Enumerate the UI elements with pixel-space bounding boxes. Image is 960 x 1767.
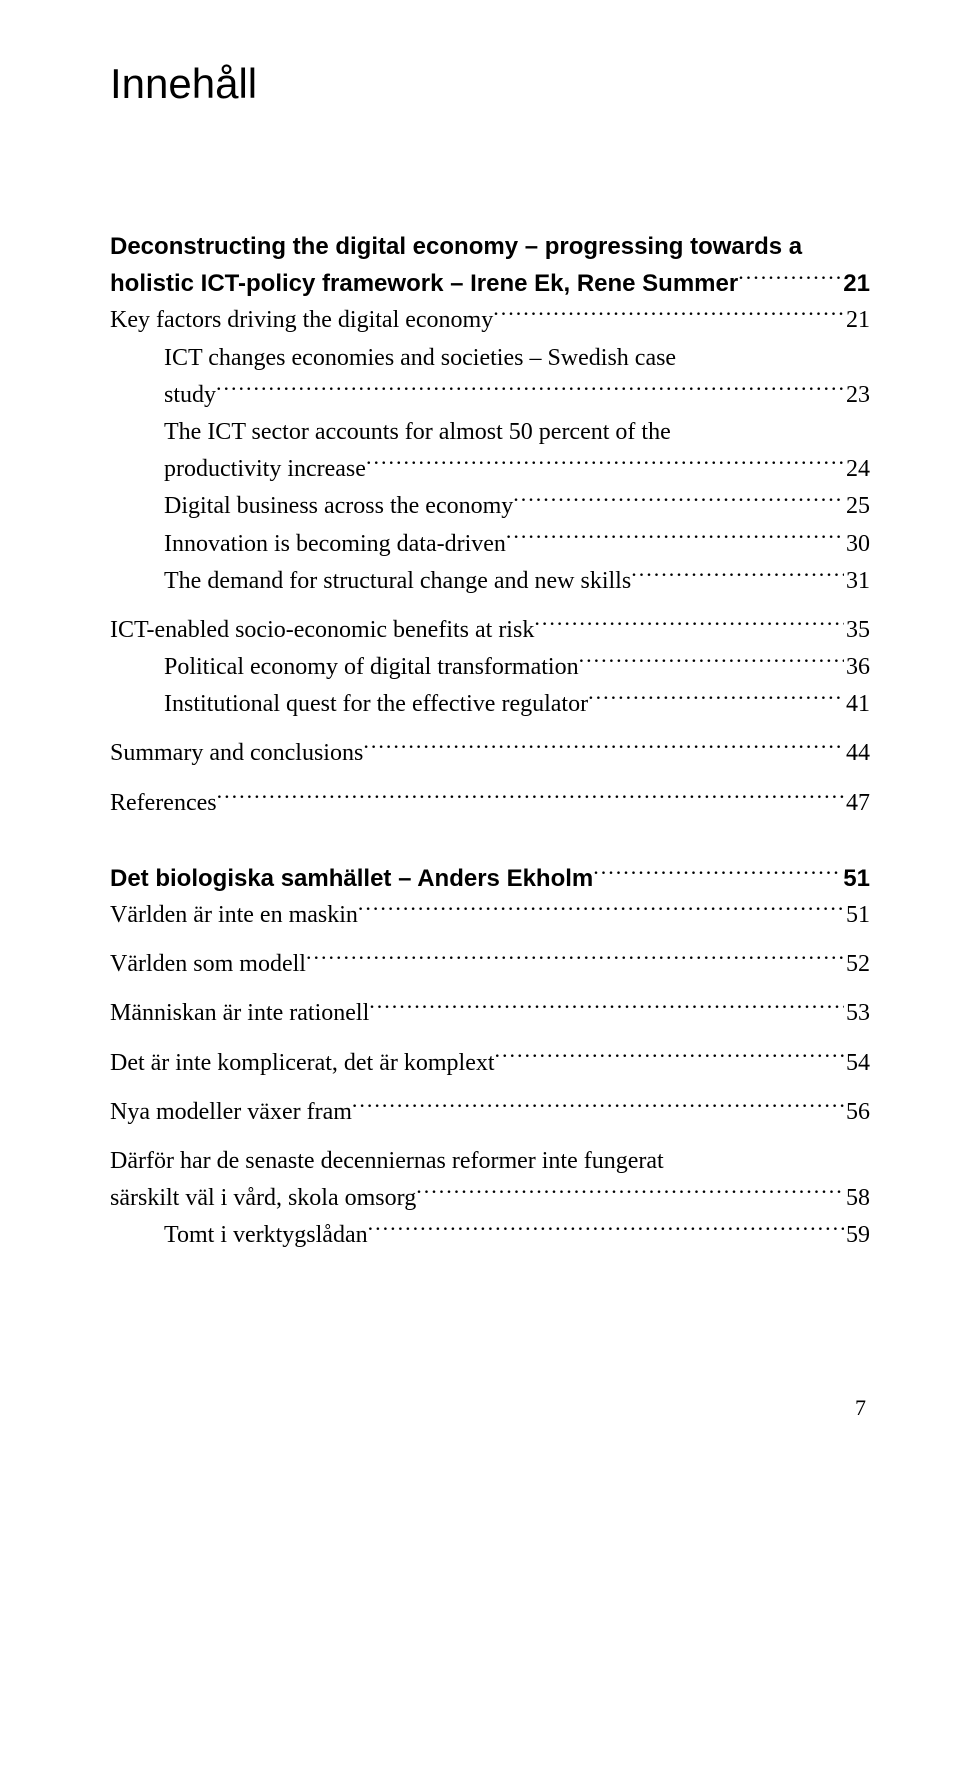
toc-entry: ICT-enabled socio-economic benefits at r… [110,612,870,649]
toc-entry-page: 44 [846,735,870,772]
toc-page: Innehåll Deconstructing the digital econ… [0,0,960,1481]
toc-entry-label: Människan är inte rationell [110,995,369,1032]
toc-entry-page: 24 [846,451,870,488]
toc-entry: Key factors driving the digital economy 2… [110,302,870,339]
toc-entry-page: 21 [843,265,870,302]
toc-entry-label: Nya modeller växer fram [110,1094,352,1131]
toc-entry-label: Institutional quest for the effective re… [164,686,588,723]
toc-entry: Innovation is becoming data-driven 30 [110,526,870,563]
toc-entry-label: Key factors driving the digital economy [110,302,493,339]
toc-entry: Nya modeller växer fram 56 [110,1094,870,1131]
toc-leader [352,1095,844,1119]
toc-entry: holistic ICT-policy framework – Irene Ek… [110,265,870,302]
toc-entry: Digital business across the economy 25 [110,488,870,525]
toc-entry-page: 58 [846,1180,870,1217]
toc-entry: ICT changes economies and societies – Sw… [110,340,870,377]
toc-entry: Summary and conclusions 44 [110,735,870,772]
toc-entry-label: ICT-enabled socio-economic benefits at r… [110,612,534,649]
toc-entry: study 23 [110,377,870,414]
toc-entry-label: Summary and conclusions [110,735,363,772]
toc-entry: The demand for structural change and new… [110,563,870,600]
toc-leader [513,489,844,513]
toc-list: Deconstructing the digital economy – pro… [110,228,870,1255]
toc-entry-label: The ICT sector accounts for almost 50 pe… [164,414,671,451]
toc-entry-page: 23 [846,377,870,414]
toc-entry-page: 56 [846,1094,870,1131]
toc-entry: The ICT sector accounts for almost 50 pe… [110,414,870,451]
toc-entry-label: Political economy of digital transformat… [164,649,579,686]
toc-entry: Deconstructing the digital economy – pro… [110,228,870,265]
toc-entry-page: 35 [846,612,870,649]
toc-entry-page: 52 [846,946,870,983]
toc-entry-page: 51 [843,860,870,897]
toc-entry-page: 25 [846,488,870,525]
toc-entry: Institutional quest for the effective re… [110,686,870,723]
toc-entry-label: Innovation is becoming data-driven [164,526,506,563]
toc-entry-label: holistic ICT-policy framework – Irene Ek… [110,265,738,302]
toc-leader [358,898,844,922]
toc-entry-label: Tomt i verktygslådan [164,1217,368,1254]
toc-entry: productivity increase 24 [110,451,870,488]
toc-entry: Det biologiska samhället – Anders Ekholm… [110,860,870,897]
toc-entry-page: 30 [846,526,870,563]
toc-leader [416,1181,844,1205]
toc-entry-label: Det är inte komplicerat, det är komplext [110,1045,495,1082]
toc-entry-page: 36 [846,649,870,686]
toc-entry-page: 31 [846,563,870,600]
toc-entry-label: References [110,785,217,822]
toc-leader [579,650,844,674]
toc-entry-label: Världen som modell [110,946,306,983]
toc-entry: Världen som modell 52 [110,946,870,983]
toc-entry-label: The demand for structural change and new… [164,563,631,600]
toc-entry: Människan är inte rationell 53 [110,995,870,1032]
toc-entry-label: study [164,377,216,414]
toc-leader [493,303,844,327]
toc-leader [306,947,844,971]
toc-entry-label: productivity increase [164,451,366,488]
toc-leader [588,687,844,711]
toc-leader [368,1218,844,1242]
toc-entry: särskilt väl i vård, skola omsorg 58 [110,1180,870,1217]
toc-entry: Det är inte komplicerat, det är komplext… [110,1045,870,1082]
toc-entry-label: ICT changes economies and societies – Sw… [164,340,676,377]
toc-leader [631,564,844,588]
toc-leader [738,267,841,291]
toc-entry: Political economy of digital transformat… [110,649,870,686]
toc-leader [369,996,844,1020]
toc-entry-label: särskilt väl i vård, skola omsorg [110,1180,416,1217]
toc-entry-label: Deconstructing the digital economy – pro… [110,228,802,265]
toc-entry-page: 53 [846,995,870,1032]
toc-entry-page: 51 [846,897,870,934]
toc-entry-label: Det biologiska samhället – Anders Ekholm [110,860,593,897]
toc-leader [366,452,844,476]
toc-entry-label: Därför har de senaste decenniernas refor… [110,1143,664,1180]
toc-leader [534,613,844,637]
toc-entry-page: 59 [846,1217,870,1254]
toc-leader [216,378,844,402]
toc-entry: Tomt i verktygslådan 59 [110,1217,870,1254]
toc-entry: Därför har de senaste decenniernas refor… [110,1143,870,1180]
toc-leader [593,862,841,886]
toc-entry: Världen är inte en maskin 51 [110,897,870,934]
toc-leader [495,1046,844,1070]
toc-entry-page: 47 [846,785,870,822]
toc-entry-page: 21 [846,302,870,339]
toc-entry: References 47 [110,785,870,822]
toc-entry-label: Digital business across the economy [164,488,513,525]
toc-leader [506,527,844,551]
toc-entry-page: 41 [846,686,870,723]
page-title: Innehåll [110,60,870,108]
toc-entry-page: 54 [846,1045,870,1082]
toc-leader [217,786,844,810]
toc-leader [363,736,844,760]
toc-entry-label: Världen är inte en maskin [110,897,358,934]
footer-page-number: 7 [110,1395,870,1421]
